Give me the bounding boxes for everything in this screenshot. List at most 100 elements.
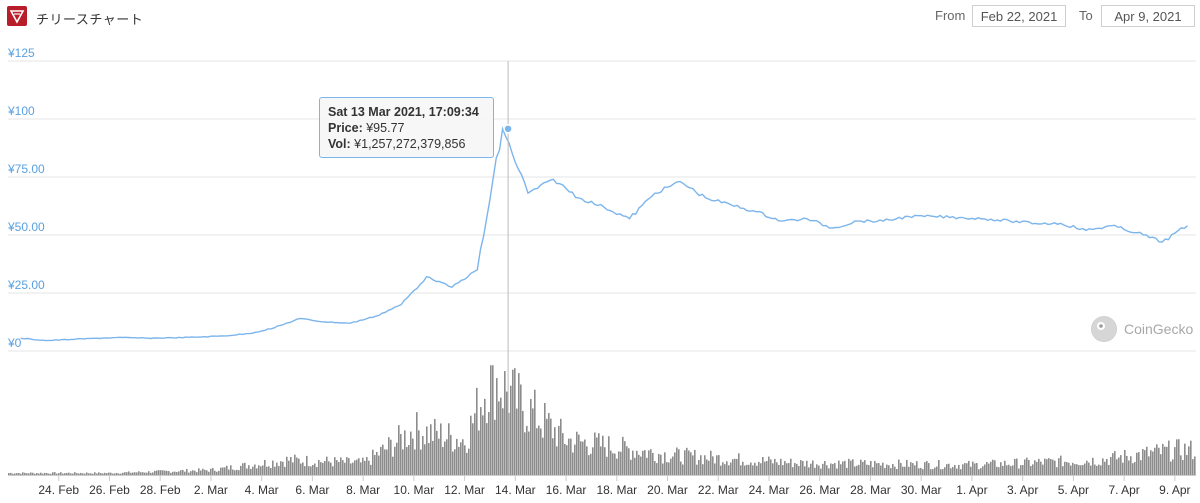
volume-bar	[328, 461, 330, 475]
volume-bar	[684, 450, 686, 475]
volume-bar	[598, 433, 600, 475]
volume-bar	[364, 460, 366, 475]
volume-bar	[1112, 453, 1114, 475]
volume-bar	[332, 466, 334, 475]
volume-bar	[430, 424, 432, 475]
volume-bar	[930, 469, 932, 475]
volume-bar	[514, 368, 516, 475]
volume-bar	[188, 472, 190, 475]
volume-bar	[748, 464, 750, 475]
volume-bar	[572, 452, 574, 475]
chart-title: チリースチャート	[36, 12, 144, 27]
volume-bar	[354, 460, 356, 475]
volume-bar	[466, 452, 468, 475]
volume-bar	[342, 460, 344, 475]
volume-bar	[720, 465, 722, 475]
volume-bar	[222, 467, 224, 475]
volume-bar	[210, 468, 212, 475]
volume-bar	[766, 461, 768, 475]
volume-bar	[74, 472, 76, 475]
x-tick-label: 30. Mar	[901, 483, 942, 497]
volume-bar	[16, 473, 18, 475]
x-tick-label: 18. Mar	[596, 483, 637, 497]
volume-bar	[650, 449, 652, 475]
volume-bar	[1132, 463, 1134, 475]
volume-bar	[268, 466, 270, 475]
volume-bar	[424, 444, 426, 475]
volume-bar	[970, 466, 972, 475]
volume-bar	[110, 472, 112, 475]
volume-bar	[386, 449, 388, 475]
volume-bar	[908, 466, 910, 475]
volume-bar	[336, 460, 338, 475]
volume-bar	[298, 458, 300, 475]
volume-bar	[396, 442, 398, 475]
volume-bar	[1164, 446, 1166, 475]
volume-bar	[530, 398, 532, 475]
x-tick-label: 20. Mar	[647, 483, 688, 497]
volume-bar	[646, 457, 648, 475]
volume-bar	[404, 430, 406, 475]
volume-bar	[276, 462, 278, 475]
y-tick-label: ¥25.00	[7, 278, 45, 292]
volume-bar	[198, 468, 200, 475]
volume-bar	[1096, 465, 1098, 475]
from-date-input[interactable]: Feb 22, 2021	[972, 5, 1066, 27]
volume-bar	[156, 470, 158, 475]
volume-bar	[906, 459, 908, 475]
volume-bar	[86, 472, 88, 475]
volume-bar	[292, 462, 294, 475]
volume-bar	[34, 473, 36, 475]
volume-bar	[344, 462, 346, 475]
volume-bar	[1012, 465, 1014, 475]
volume-bar	[122, 472, 124, 475]
volume-bar	[1116, 459, 1118, 475]
volume-bar	[1156, 444, 1158, 475]
volume-bar	[796, 463, 798, 475]
volume-bar	[1174, 447, 1176, 475]
volume-bar	[1146, 446, 1148, 475]
volume-bar	[162, 470, 164, 475]
volume-bar	[108, 472, 110, 475]
volume-bar	[1056, 467, 1058, 475]
volume-bar	[840, 464, 842, 475]
volume-bar	[602, 435, 604, 475]
volume-bar	[856, 465, 858, 475]
volume-bar	[462, 439, 464, 475]
volume-bar	[180, 470, 182, 475]
volume-bar	[548, 413, 550, 475]
volume-bar	[944, 467, 946, 475]
volume-bar	[986, 462, 988, 475]
volume-bar	[470, 415, 472, 475]
volume-bar	[528, 431, 530, 475]
volume-bar	[216, 471, 218, 475]
volume-bar	[574, 444, 576, 475]
volume-bar	[322, 462, 324, 475]
y-tick-label: ¥100	[7, 104, 35, 118]
volume-bar	[72, 473, 74, 475]
volume-bar	[318, 460, 320, 475]
volume-bar	[248, 465, 250, 475]
volume-bar	[1084, 463, 1086, 475]
volume-bar	[150, 472, 152, 475]
volume-bar	[1028, 459, 1030, 475]
volume-bar	[352, 462, 354, 475]
volume-bar	[1142, 449, 1144, 475]
volume-bar	[744, 465, 746, 475]
to-date-input[interactable]: Apr 9, 2021	[1101, 5, 1195, 27]
volume-bar	[642, 450, 644, 475]
volume-bar	[1140, 460, 1142, 475]
volume-bar	[668, 462, 670, 475]
volume-bar	[12, 473, 14, 475]
volume-bar	[728, 465, 730, 475]
volume-bar	[898, 459, 900, 475]
volume-bar	[570, 438, 572, 475]
volume-bar	[414, 449, 416, 475]
volume-bar	[310, 466, 312, 475]
volume-bar	[1120, 455, 1122, 475]
volume-bar	[64, 473, 66, 475]
volume-bar	[848, 458, 850, 475]
volume-bar	[284, 466, 286, 475]
volume-bar	[190, 471, 192, 475]
